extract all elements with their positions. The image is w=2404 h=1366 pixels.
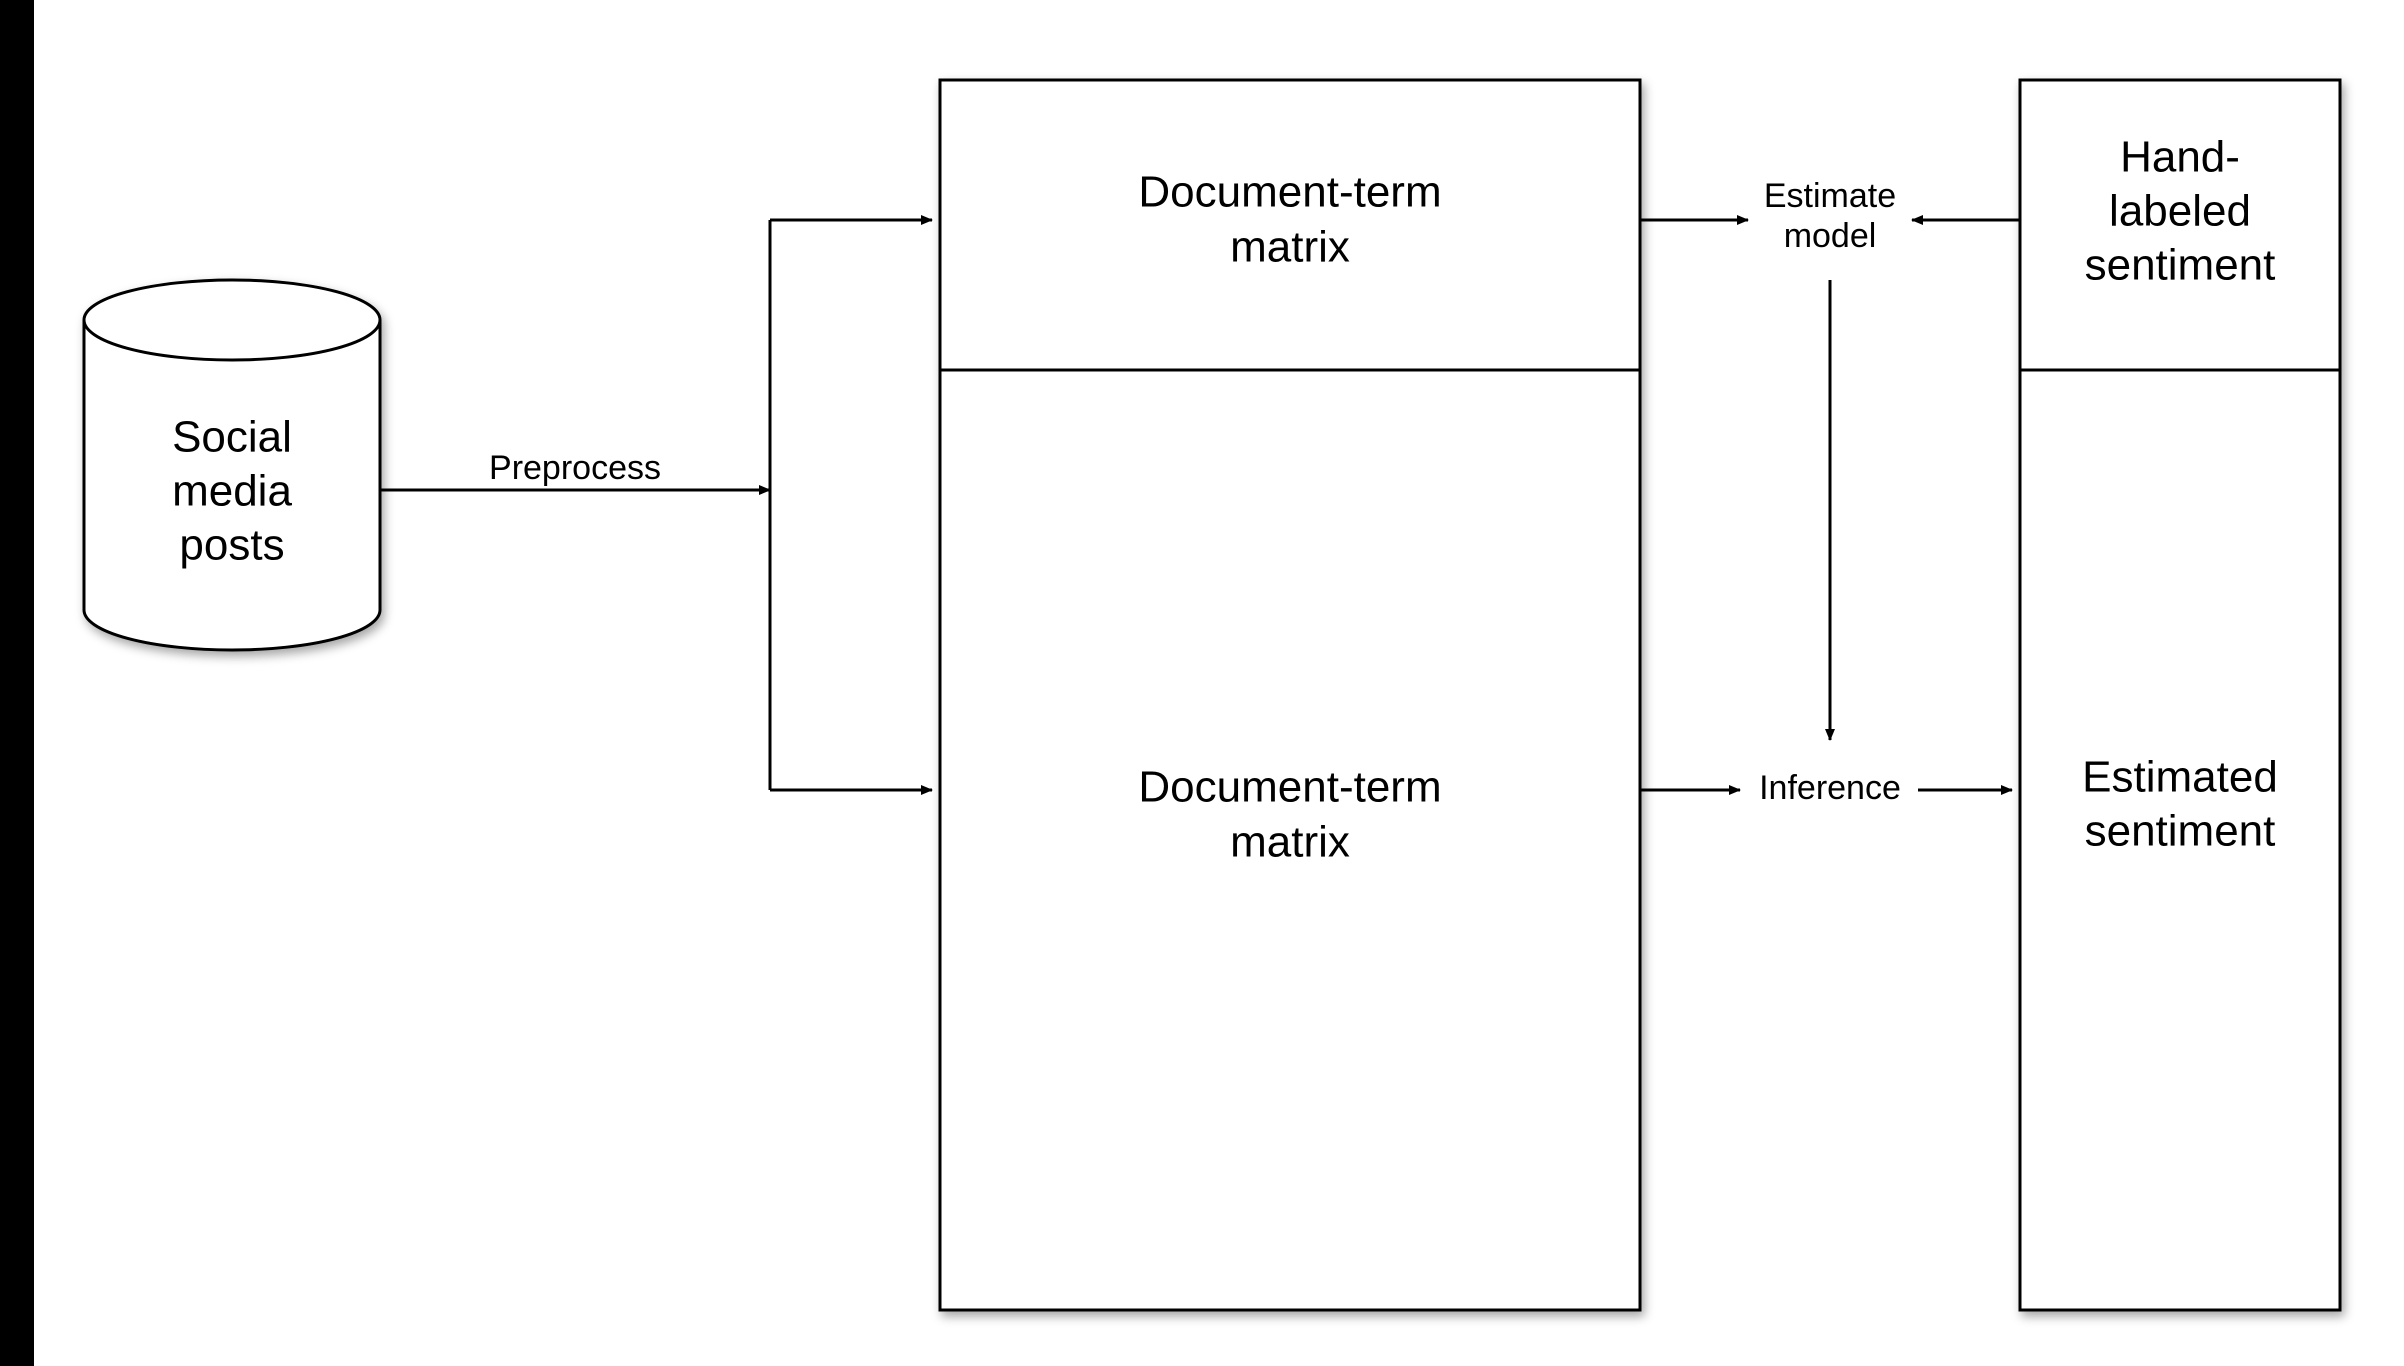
node-label: matrix [1230, 223, 1350, 272]
node-label: media [172, 467, 292, 516]
node-label: Social [172, 413, 292, 462]
node-label: Hand- [2120, 133, 2240, 182]
node-label: Document-term [1138, 168, 1441, 217]
left-strip [0, 0, 34, 1366]
node-social-media-posts [84, 280, 380, 650]
node-label: Estimated [2082, 753, 2278, 802]
edge-preprocess [380, 220, 932, 790]
node-label: sentiment [2085, 241, 2276, 290]
edge-label-estimate-line1: Estimate [1764, 177, 1896, 215]
edge-label-inference: Inference [1759, 769, 1901, 807]
edge-estimate-model [1640, 220, 2020, 740]
node-label: sentiment [2085, 807, 2276, 856]
node-label: labeled [2109, 187, 2251, 236]
node-label: matrix [1230, 818, 1350, 867]
node-label: Document-term [1138, 763, 1441, 812]
node-label: posts [179, 521, 284, 570]
edge-label-preprocess: Preprocess [489, 449, 661, 487]
edge-label-estimate-line2: model [1784, 217, 1877, 255]
